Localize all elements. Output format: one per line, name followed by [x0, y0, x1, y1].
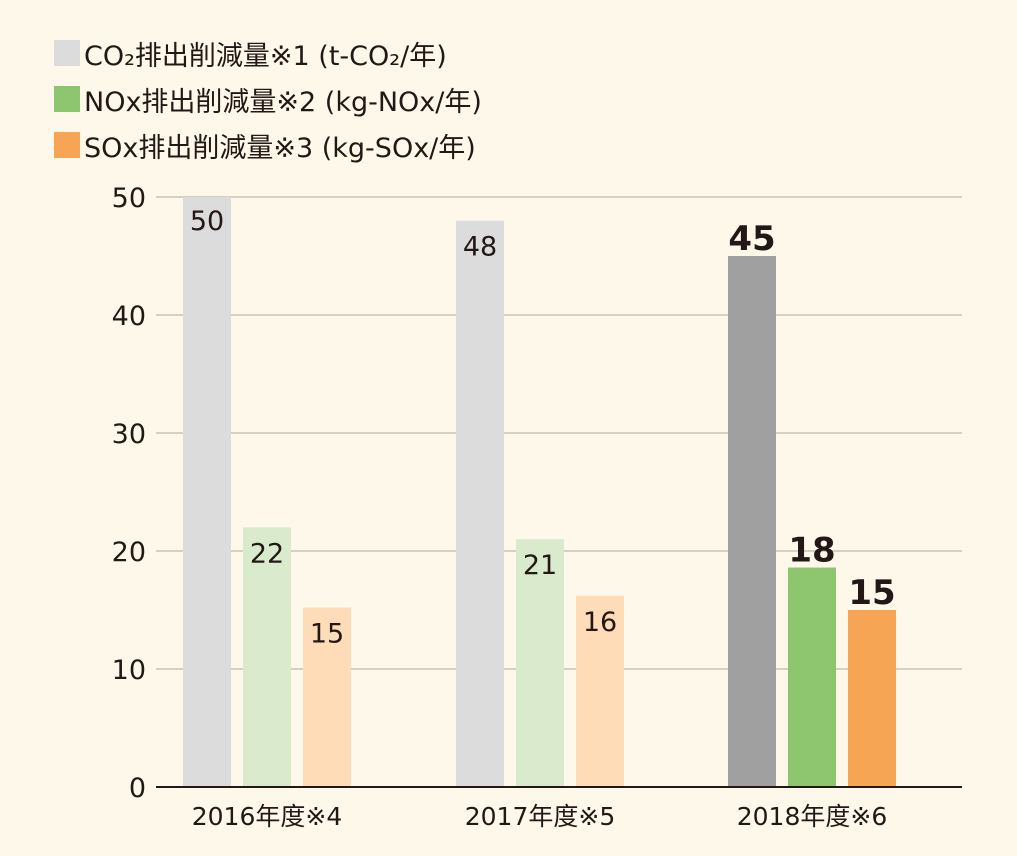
- value-label-sox-2017: 16: [583, 607, 617, 638]
- value-label-sox-2016: 15: [310, 619, 344, 650]
- y-tick-label: 20: [112, 537, 146, 568]
- y-tick-label: 0: [129, 773, 146, 804]
- value-label-co2-2017: 48: [463, 232, 497, 263]
- value-label-nox-2018: 18: [788, 531, 835, 571]
- legend: CO₂排出削減量※1 (t-CO₂/年) NOx排出削減量※2 (kg-NOx/…: [54, 30, 482, 168]
- bar-sox-2017: [576, 595, 624, 787]
- value-label-nox-2016: 22: [250, 538, 284, 569]
- x-category-label-2016: 2016年度※4: [192, 802, 342, 831]
- y-tick-label: 40: [112, 301, 146, 332]
- bar-sox-2018: [848, 610, 896, 787]
- legend-swatch-co2: [54, 40, 80, 66]
- legend-swatch-nox: [54, 86, 80, 112]
- legend-swatch-sox: [54, 132, 80, 158]
- x-axis: 2016年度※4 2017年度※5 2018年度※6: [156, 786, 962, 831]
- x-category-label-2017: 2017年度※5: [465, 802, 615, 831]
- legend-label-nox: NOx排出削減量※2 (kg-NOx/年): [84, 86, 482, 118]
- bar-co2-2018: [728, 256, 776, 787]
- bar-nox-2018: [788, 567, 836, 787]
- bar-nox-2017: [516, 539, 564, 787]
- x-category-label-2018: 2018年度※6: [737, 802, 887, 831]
- bars: [183, 197, 896, 788]
- value-labels: 50 22 15 48 21 16 45 18 15: [190, 206, 896, 650]
- legend-label-sox: SOx排出削減量※3 (kg-SOx/年): [84, 132, 476, 164]
- legend-item-co2: CO₂排出削減量※1 (t-CO₂/年): [54, 30, 482, 76]
- value-label-sox-2018: 15: [848, 573, 895, 613]
- y-tick-label: 50: [112, 183, 146, 214]
- value-label-co2-2016: 50: [190, 206, 224, 237]
- legend-label-co2: CO₂排出削減量※1 (t-CO₂/年): [84, 40, 447, 72]
- legend-item-sox: SOx排出削減量※3 (kg-SOx/年): [54, 122, 482, 168]
- value-label-nox-2017: 21: [523, 550, 557, 581]
- bar-sox-2016: [303, 607, 351, 787]
- legend-item-nox: NOx排出削減量※2 (kg-NOx/年): [54, 76, 482, 122]
- y-tick-label: 30: [112, 419, 146, 450]
- y-tick-label: 10: [112, 655, 146, 686]
- value-label-co2-2018: 45: [728, 219, 775, 259]
- y-axis: 0 10 20 30 40 50: [112, 183, 146, 804]
- bar-co2-2016: [183, 197, 231, 787]
- bar-co2-2017: [456, 220, 504, 788]
- bar-nox-2016: [243, 527, 291, 787]
